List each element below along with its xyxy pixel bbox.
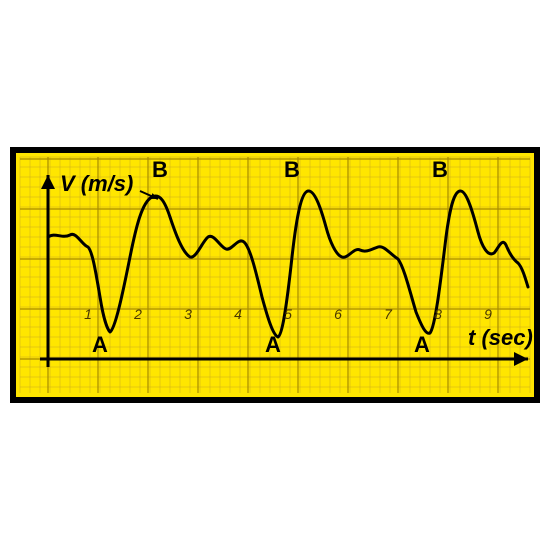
annotation-label: B — [152, 157, 168, 182]
x-tick-label: 8 — [434, 306, 442, 322]
annotation-label: B — [432, 157, 448, 182]
annotation-label: B — [284, 157, 300, 182]
chart-svg: 1 2 3 4 5 6 7 8 9 V (m/s) t (sec) A B A B A B — [10, 147, 540, 403]
x-tick-label: 2 — [133, 306, 142, 322]
x-tick-label: 5 — [284, 306, 292, 322]
x-tick-label: 6 — [334, 306, 342, 322]
annotation-label: A — [92, 332, 108, 357]
x-tick-label: 4 — [234, 306, 242, 322]
x-tick-label: 1 — [84, 306, 92, 322]
x-axis-label: t (sec) — [468, 325, 533, 350]
x-tick-label: 9 — [484, 306, 492, 322]
velocity-time-chart: 1 2 3 4 5 6 7 8 9 V (m/s) t (sec) A B A B A B — [10, 147, 540, 403]
x-tick-label: 7 — [384, 306, 393, 322]
annotation-label: A — [265, 332, 281, 357]
annotation-label: A — [414, 332, 430, 357]
y-axis-label: V (m/s) — [60, 171, 133, 196]
x-tick-label: 3 — [184, 306, 192, 322]
